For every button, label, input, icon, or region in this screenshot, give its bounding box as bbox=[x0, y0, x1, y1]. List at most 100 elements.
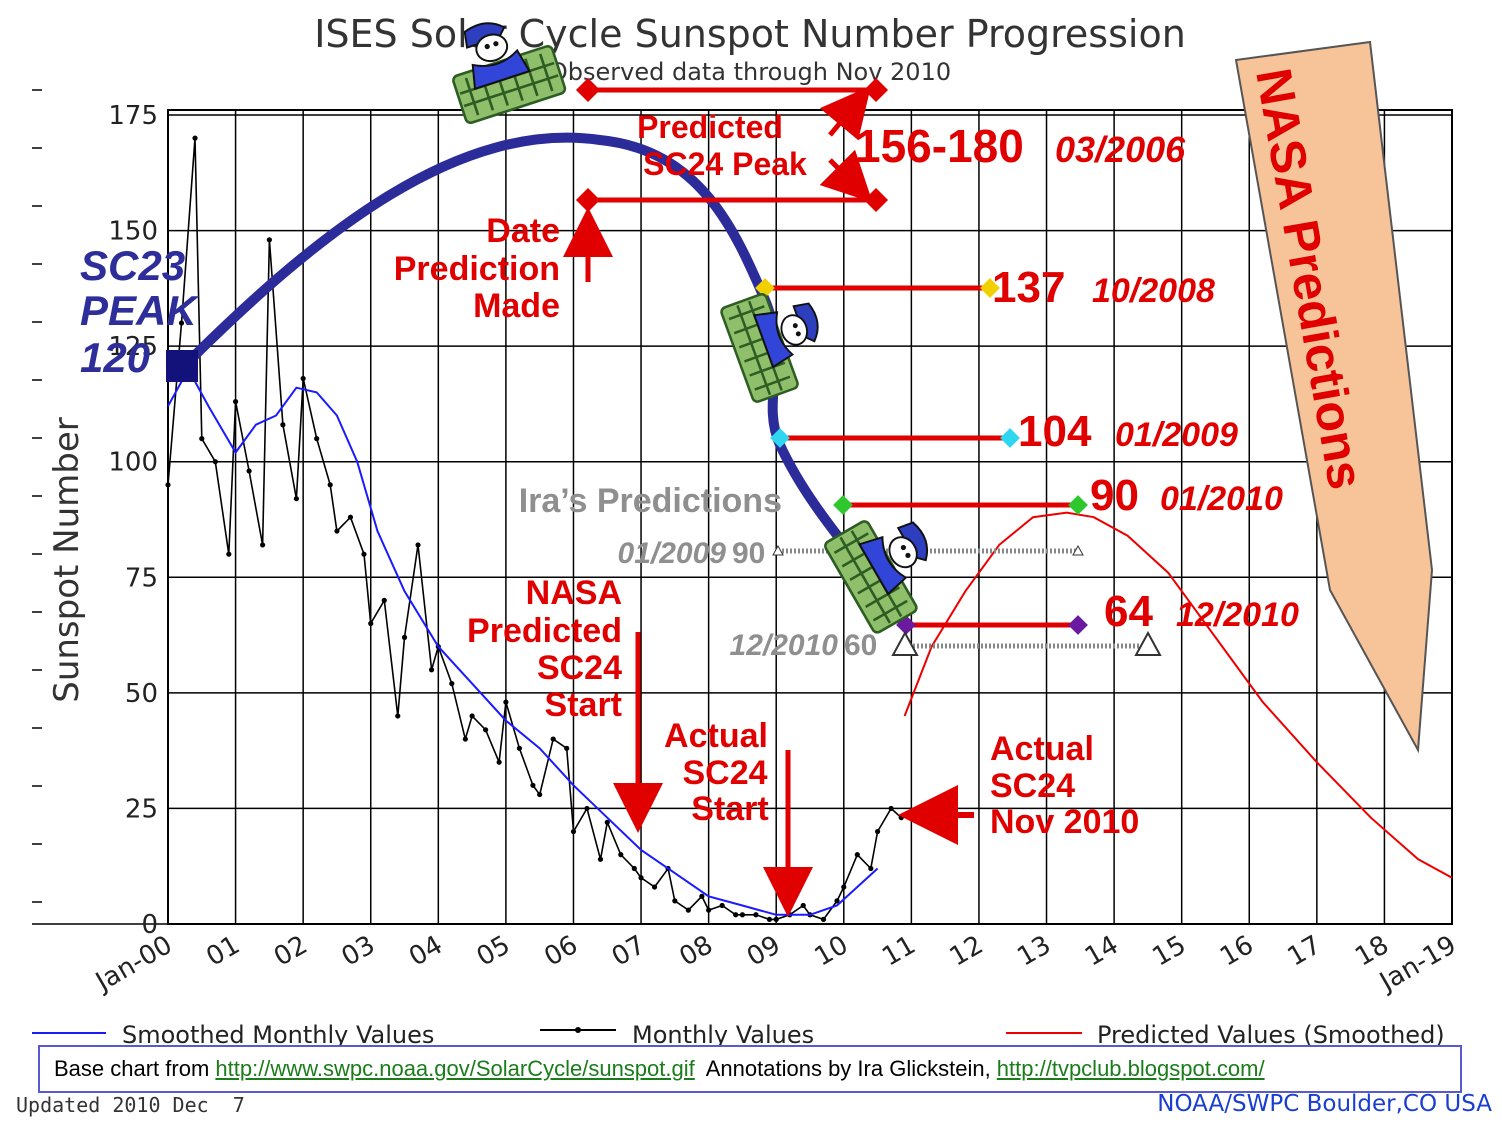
x-tick-label: 04 bbox=[404, 930, 448, 973]
series-layer bbox=[165, 135, 1453, 922]
falling-figure-icon bbox=[718, 277, 838, 405]
actual-nov-label-2: SC24 bbox=[990, 767, 1075, 805]
monthly-point bbox=[266, 237, 272, 243]
monthly-point bbox=[260, 542, 266, 548]
monthly-point bbox=[834, 898, 840, 904]
monthly-point bbox=[706, 907, 712, 913]
x-tick-label: 02 bbox=[269, 930, 313, 973]
y-tick-label: 125 bbox=[108, 332, 158, 362]
x-tick-label: 07 bbox=[607, 930, 651, 973]
legend-monthly: Monthly Values bbox=[632, 1021, 814, 1049]
x-tick-label: 10 bbox=[810, 930, 854, 973]
monthly-point bbox=[773, 916, 779, 922]
prediction-2010-value: 90 bbox=[1090, 471, 1139, 520]
monthly-point bbox=[550, 736, 556, 742]
monthly-point bbox=[178, 320, 185, 326]
sc23-label-1: SC23 bbox=[80, 242, 185, 289]
monthly-point bbox=[618, 852, 624, 858]
monthly-point bbox=[246, 468, 252, 474]
monthly-point bbox=[428, 667, 435, 673]
prediction-2008-value: 137 bbox=[992, 263, 1065, 312]
source-credit-box: Base chart from http://www.swpc.noaa.gov… bbox=[38, 1045, 1462, 1093]
monthly-point bbox=[672, 898, 678, 904]
actual-start-label-3: Start bbox=[691, 790, 768, 828]
monthly-point bbox=[212, 459, 218, 465]
x-tick-label: 08 bbox=[674, 930, 718, 973]
chart-subtitle: Observed data through Nov 2010 bbox=[549, 58, 951, 86]
base-chart-link[interactable]: http://www.swpc.noaa.gov/SolarCycle/suns… bbox=[215, 1056, 695, 1081]
x-tick-label: Jan-00 bbox=[89, 930, 177, 998]
predicted-peak-label-2: SC24 Peak bbox=[643, 146, 807, 182]
monthly-point bbox=[597, 856, 604, 862]
monthly-point bbox=[395, 713, 401, 719]
prediction-2010-date: 01/2010 bbox=[1160, 480, 1283, 518]
nasa-predictions-banner bbox=[1234, 40, 1434, 754]
monthly-point bbox=[841, 884, 847, 890]
y-tick-label: 175 bbox=[108, 101, 158, 131]
monthly-point bbox=[564, 745, 570, 751]
nasa-start-label-1: NASA bbox=[526, 574, 622, 612]
prediction-2008-marker bbox=[755, 278, 1000, 298]
monthly-point bbox=[570, 828, 577, 835]
monthly-point bbox=[334, 528, 340, 534]
x-tick-label: 13 bbox=[1012, 930, 1056, 973]
monthly-point bbox=[347, 514, 354, 520]
monthly-point bbox=[699, 893, 705, 899]
y-tick-label: 75 bbox=[125, 563, 158, 593]
monthly-point bbox=[496, 759, 502, 765]
prediction-2010-marker bbox=[833, 495, 1088, 515]
y-tick-label: 50 bbox=[125, 679, 158, 709]
monthly-point bbox=[327, 482, 333, 488]
monthly-point bbox=[199, 436, 205, 442]
monthly-point bbox=[293, 496, 299, 502]
y-tick-label: 0 bbox=[141, 910, 158, 940]
ira-prediction-2-value: 60 bbox=[844, 629, 877, 662]
monthly-point bbox=[449, 681, 455, 687]
monthly-point bbox=[800, 902, 806, 909]
y-tick-labels: 0 25 50 75 100 125 150 175 bbox=[108, 101, 158, 940]
monthly-point bbox=[469, 713, 475, 719]
date-prediction-label-3: Made bbox=[473, 287, 560, 325]
monthly-point bbox=[631, 865, 637, 872]
ira-predictions-title: Ira’s Predictions bbox=[519, 482, 782, 520]
x-tick-label: 12 bbox=[945, 930, 989, 973]
monthly-point bbox=[381, 597, 387, 604]
x-tick-label: 06 bbox=[539, 930, 583, 973]
source-label: NOAA/SWPC Boulder,CO USA bbox=[1157, 1091, 1492, 1117]
prediction-2009-marker bbox=[770, 428, 1020, 448]
y-tick-label: 150 bbox=[108, 217, 158, 247]
nasa-start-label-3: SC24 bbox=[537, 649, 622, 687]
monthly-point bbox=[868, 865, 874, 872]
monthly-point bbox=[733, 912, 739, 918]
x-tick-label: 09 bbox=[742, 930, 786, 973]
prediction-2010b-marker bbox=[896, 615, 1088, 635]
monthly-point bbox=[314, 436, 320, 442]
annotations-credit-link[interactable]: http://tvpclub.blogspot.com/ bbox=[996, 1056, 1265, 1081]
nasa-start-label-4: Start bbox=[545, 686, 622, 724]
monthly-point bbox=[766, 916, 773, 922]
ira-prediction-1-value: 90 bbox=[732, 537, 765, 570]
monthly-point bbox=[651, 884, 658, 890]
x-tick-label: 14 bbox=[1080, 930, 1124, 973]
monthly-point bbox=[192, 135, 198, 141]
nasa-trend-curve bbox=[177, 132, 910, 630]
updated-date: Updated 2010 Dec 7 bbox=[16, 1093, 245, 1117]
monthly-point bbox=[401, 634, 408, 640]
monthly-point bbox=[300, 375, 306, 382]
monthly-point bbox=[483, 727, 489, 733]
monthly-point bbox=[638, 875, 644, 881]
monthly-point bbox=[584, 805, 590, 812]
legend-smoothed: Smoothed Monthly Values bbox=[122, 1021, 434, 1049]
legend-predicted: Predicted Values (Smoothed) bbox=[1097, 1021, 1445, 1049]
base-chart-prefix: Base chart from bbox=[54, 1056, 216, 1081]
x-tick-label: Jan-19 bbox=[1373, 930, 1461, 998]
monthly-point bbox=[516, 745, 523, 751]
monthly-point bbox=[361, 551, 367, 557]
x-tick-labels: Jan-00 01 02 03 04 05 06 07 08 09 10 11 12 13 14 15 16 17… bbox=[89, 930, 1461, 998]
x-tick-label: 15 bbox=[1148, 930, 1192, 973]
monthly-point bbox=[165, 482, 171, 488]
peak-range-value: 156-180 bbox=[855, 120, 1024, 172]
monthly-point bbox=[854, 852, 860, 858]
monthly-point bbox=[280, 422, 286, 428]
